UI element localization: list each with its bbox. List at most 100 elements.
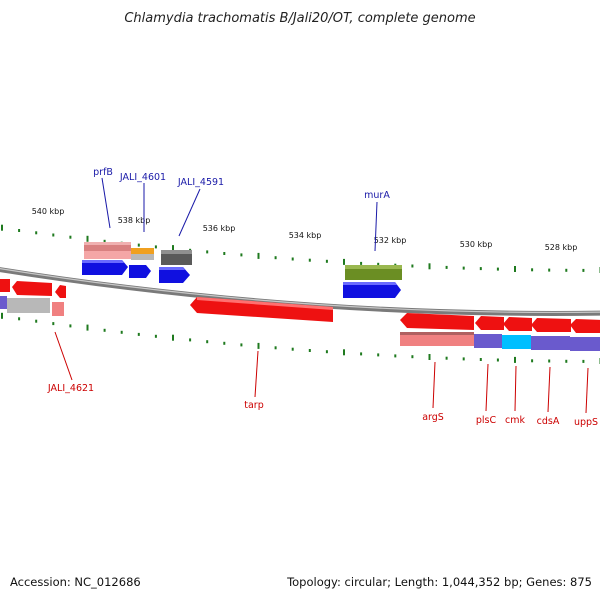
forward-tick [206, 250, 209, 254]
feature-cdsa-block[interactable] [531, 336, 570, 350]
reverse-tick [1, 312, 3, 319]
map-title: Chlamydia trachomatis B/Jali20/OT, compl… [124, 11, 475, 26]
scale-labels: 540 kbp 538 kbp 536 kbp 534 kbp 532 kbp … [32, 207, 578, 252]
feature-forward-arrow-3[interactable] [159, 267, 190, 283]
forward-tick [52, 233, 55, 237]
reverse-tick [462, 357, 465, 361]
leader-jali-4621 [54, 331, 73, 381]
reverse-tick [18, 317, 21, 321]
feature-prfB-upper[interactable] [84, 242, 131, 251]
feature-upps-arrow[interactable] [570, 319, 600, 333]
reverse-tick [582, 359, 585, 363]
feature-plsc-arrow[interactable] [475, 316, 504, 330]
feature-tarp[interactable] [190, 297, 333, 322]
reverse-tick [103, 328, 106, 332]
feature-prfB-lower[interactable] [84, 251, 131, 259]
tick-label-534: 534 kbp [289, 231, 322, 240]
forward-tick [154, 245, 157, 249]
feature-forward-arrow-4[interactable] [343, 282, 401, 298]
reverse-tick [274, 346, 277, 350]
reverse-tick [360, 352, 363, 356]
reverse-tick [206, 340, 209, 344]
feature-cmk-arrow[interactable] [503, 317, 532, 331]
feature-jali-4601-gray[interactable] [131, 254, 154, 260]
leader-jali-4591 [178, 188, 201, 237]
forward-tick [291, 257, 294, 261]
reverse-tick [428, 354, 431, 360]
forward-tick [496, 267, 499, 271]
label-args[interactable]: argS [422, 412, 444, 423]
forward-tick [86, 235, 89, 242]
label-prfB[interactable]: prfB [93, 167, 113, 178]
reverse-features [0, 279, 600, 351]
forward-tick [548, 268, 551, 272]
feature-reverse-arrow-left-3[interactable] [55, 285, 66, 298]
tick-label-530: 530 kbp [460, 240, 493, 249]
reverse-tick [189, 338, 192, 342]
feature-forward-arrow-1[interactable] [82, 260, 128, 275]
leader-cdsa [547, 366, 551, 413]
feature-jali-4601-orange[interactable] [131, 248, 154, 254]
forward-tick [240, 253, 243, 257]
reverse-tick [154, 334, 157, 338]
reverse-tick [120, 330, 123, 334]
forward-tick [462, 266, 465, 270]
reverse-tick [35, 319, 38, 323]
label-jali-4591[interactable]: JALI_4591 [177, 177, 224, 188]
tick-label-532: 532 kbp [374, 236, 407, 245]
reverse-tick [86, 324, 89, 331]
leader-cmk [514, 365, 517, 412]
forward-tick [343, 258, 345, 265]
feature-reverse-arrow-left-1[interactable] [0, 279, 10, 292]
reverse-tick [137, 332, 140, 336]
label-upps[interactable]: uppS [574, 417, 598, 428]
forward-tick [172, 245, 174, 252]
reverse-tick [531, 359, 534, 363]
reverse-tick [308, 349, 311, 352]
reverse-tick [172, 334, 174, 341]
reverse-tick [291, 347, 294, 351]
feature-upps-block[interactable] [570, 337, 600, 351]
feature-jali-4621[interactable] [52, 302, 64, 316]
forward-features [82, 242, 402, 298]
tick-label-536: 536 kbp [203, 224, 236, 233]
label-cmk[interactable]: cmk [505, 415, 525, 426]
label-jali-4621[interactable]: JALI_4621 [47, 383, 94, 394]
feature-cdsa-arrow[interactable] [531, 318, 571, 332]
reverse-tick [445, 356, 448, 360]
feature-reverse-arrow-left-2[interactable] [12, 281, 52, 296]
forward-tick [35, 231, 38, 235]
reverse-tick [377, 353, 380, 357]
label-mura[interactable]: murA [364, 190, 390, 201]
leader-mura [374, 201, 378, 252]
label-jali-4601[interactable]: JALI_4601 [119, 172, 166, 183]
forward-tick [565, 268, 568, 272]
reverse-tick [411, 355, 414, 359]
leader-prfB [101, 177, 111, 229]
forward-tick [514, 266, 516, 272]
forward-tick [274, 256, 277, 260]
reverse-tick [479, 358, 482, 361]
feature-args-arrow[interactable] [400, 313, 474, 330]
leader-args [432, 361, 436, 409]
feature-left-gray[interactable] [7, 298, 50, 313]
label-cdsa[interactable]: cdsA [537, 416, 560, 427]
forward-tick [18, 229, 21, 232]
label-tarp[interactable]: tarp [244, 400, 263, 411]
forward-tick [137, 243, 140, 247]
feature-args-block[interactable] [400, 332, 474, 346]
label-plsc[interactable]: plsC [476, 415, 497, 426]
tick-label-540: 540 kbp [32, 207, 65, 216]
tick-label-528: 528 kbp [545, 243, 578, 252]
reverse-tick [240, 343, 243, 347]
feature-forward-arrow-2[interactable] [129, 265, 151, 278]
reverse-tick [565, 359, 568, 363]
feature-cmk-block[interactable] [502, 335, 531, 349]
forward-tick [325, 259, 328, 263]
feature-plsc-block[interactable] [474, 334, 502, 348]
forward-tick [445, 265, 448, 269]
leader-tarp [254, 350, 259, 398]
feature-left-purple[interactable] [0, 296, 7, 309]
forward-tick [223, 252, 226, 255]
